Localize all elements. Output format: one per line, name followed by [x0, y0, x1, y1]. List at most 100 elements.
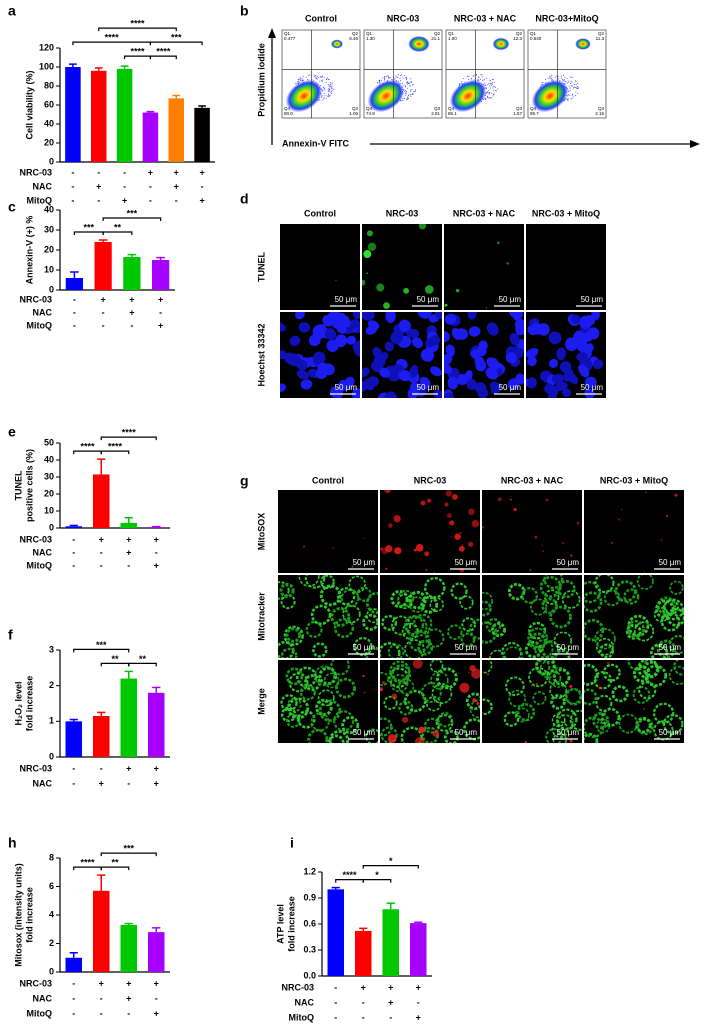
- bar: [91, 70, 107, 162]
- nucleus: [398, 369, 412, 382]
- quadrant-name: Q1: [530, 31, 537, 36]
- nucleus: [340, 315, 351, 328]
- dot: [573, 84, 575, 86]
- mito-ring: [317, 689, 335, 707]
- nucleus: [280, 383, 286, 392]
- bar: [93, 715, 110, 757]
- dot: [403, 84, 405, 86]
- micrograph: 50 μm: [444, 312, 524, 398]
- dot: [322, 99, 324, 101]
- mito-ring: [534, 639, 554, 658]
- bar: [148, 692, 165, 757]
- dot: [492, 95, 494, 97]
- mito-ring: [541, 597, 558, 615]
- mito-ring: [632, 686, 651, 704]
- dot: [320, 96, 322, 98]
- condition-sign: -: [72, 534, 75, 544]
- mito-ring: [380, 641, 401, 658]
- mito-ring: [297, 710, 316, 729]
- mito-ring: [429, 660, 444, 673]
- dot: [562, 80, 564, 82]
- condition-label: NAC: [295, 997, 315, 1007]
- mito-ring: [662, 598, 684, 621]
- micrograph: 50 μm: [380, 575, 480, 658]
- significance-label: ****: [80, 857, 95, 867]
- nucleus: [280, 321, 286, 332]
- nucleus: [362, 312, 375, 321]
- spot: [413, 548, 417, 552]
- dot: [383, 76, 385, 78]
- cloud: [408, 35, 430, 53]
- dot: [470, 78, 472, 80]
- mito-ring: [341, 716, 360, 735]
- mito-ring: [342, 604, 361, 624]
- dot: [319, 80, 321, 82]
- mito-ring: [365, 591, 378, 615]
- mito-ring: [521, 587, 538, 604]
- column-title: NRC-03: [386, 208, 419, 218]
- spot: [445, 490, 452, 497]
- condition-sign: -: [201, 181, 204, 191]
- condition-label: NRC-03: [19, 763, 52, 773]
- mito-ring: [318, 699, 342, 722]
- nucleus: [566, 338, 578, 351]
- bar: [410, 923, 427, 976]
- dot: [400, 80, 402, 82]
- dot: [492, 85, 494, 87]
- condition-sign: -: [389, 1012, 392, 1022]
- mito-ring: [310, 712, 330, 732]
- condition-sign: -: [102, 307, 105, 317]
- spot: [444, 502, 449, 507]
- dot: [496, 88, 498, 90]
- column-title: NRC-03 + MitoQ: [600, 475, 668, 485]
- significance-label: **: [139, 654, 147, 664]
- condition-label: MitoQ: [27, 195, 53, 205]
- dot: [567, 95, 569, 97]
- quadrant-value: 85.7: [530, 111, 539, 116]
- bar: [65, 957, 82, 972]
- mito-ring: [435, 714, 454, 732]
- dot: [409, 85, 411, 87]
- spot: [576, 521, 580, 525]
- nucleus: [409, 364, 419, 379]
- nucleus: [527, 377, 537, 389]
- micrograph: 50 μm: [482, 575, 582, 658]
- mito-ring: [390, 589, 409, 609]
- nucleus: [391, 364, 404, 373]
- mito-ring: [516, 703, 536, 722]
- dot: [297, 79, 299, 81]
- dot: [569, 95, 571, 97]
- dot: [398, 73, 400, 75]
- dot: [478, 77, 480, 79]
- nucleus: [296, 369, 309, 380]
- nucleus: [312, 324, 327, 335]
- spot: [363, 537, 365, 539]
- spot: [665, 514, 669, 517]
- condition-sign: +: [126, 978, 131, 988]
- condition-sign: +: [122, 195, 127, 205]
- nucleus: [444, 313, 457, 325]
- mito-ring: [420, 595, 439, 614]
- mito-ring: [601, 707, 621, 727]
- condition-sign: +: [99, 778, 104, 788]
- dot: [490, 80, 492, 82]
- nucleus: [417, 312, 430, 319]
- dot: [494, 85, 496, 87]
- dot: [405, 90, 407, 92]
- mito-ring: [403, 689, 427, 713]
- dot: [305, 76, 307, 78]
- significance-bracket: [73, 648, 130, 653]
- dot: [567, 81, 569, 83]
- bar: [65, 526, 82, 528]
- mito-ring: [299, 684, 316, 701]
- dot: [491, 92, 493, 94]
- spot: [472, 698, 477, 703]
- mito-ring: [584, 716, 605, 739]
- mito-ring: [285, 627, 301, 643]
- y-axis-label: ATP level: [275, 904, 285, 944]
- y-tick-label: 2: [49, 680, 54, 690]
- spot: [394, 547, 402, 555]
- nucleus: [296, 359, 308, 371]
- condition-sign: +: [174, 181, 179, 191]
- dot: [321, 75, 323, 77]
